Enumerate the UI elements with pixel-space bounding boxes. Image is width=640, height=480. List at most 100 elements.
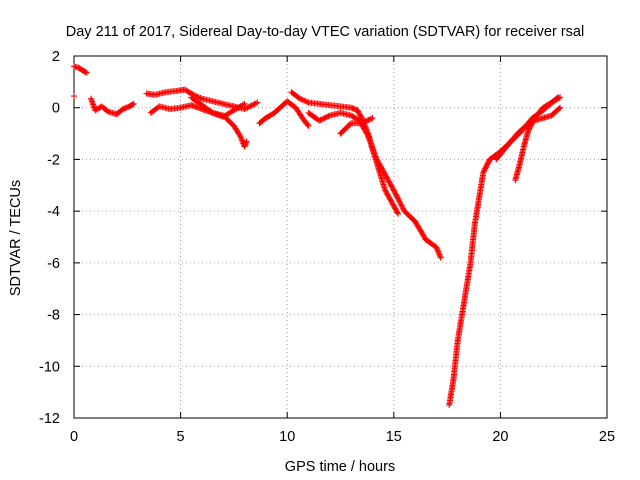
data-point <box>379 166 386 173</box>
data-point <box>384 191 391 198</box>
data-point <box>356 111 363 118</box>
data-point <box>392 206 399 213</box>
data-point <box>386 179 393 186</box>
y-tick-label: -2 <box>47 152 60 168</box>
data-point <box>527 124 534 131</box>
data-point <box>382 188 389 195</box>
data-point <box>129 101 136 108</box>
data-point <box>389 184 396 191</box>
data-point <box>390 201 397 208</box>
data-point <box>375 159 382 166</box>
y-tick-label: -6 <box>47 256 60 272</box>
data-point <box>378 165 385 172</box>
data-point <box>360 119 367 126</box>
data-point <box>391 188 398 195</box>
data-point <box>298 96 305 103</box>
data-point <box>384 175 391 182</box>
data-point <box>240 101 247 108</box>
y-tick-label: -10 <box>39 359 60 375</box>
data-point <box>480 168 487 175</box>
x-axis-label: GPS time / hours <box>285 459 395 475</box>
data-point <box>383 174 390 181</box>
data-point <box>387 196 394 203</box>
data-point <box>390 186 397 193</box>
data-point <box>363 130 370 137</box>
data-point <box>381 170 388 177</box>
data-point <box>390 202 397 209</box>
data-point <box>385 192 392 199</box>
data-point <box>366 116 373 123</box>
data-point <box>362 127 369 134</box>
data-point <box>485 159 492 166</box>
data-point <box>83 69 90 76</box>
data-point <box>482 164 489 171</box>
data-point <box>347 121 354 128</box>
data-point <box>324 113 331 120</box>
data-point <box>530 117 537 124</box>
data-point <box>364 117 371 124</box>
data-point <box>383 190 390 197</box>
data-point <box>250 101 257 108</box>
data-point <box>480 169 487 176</box>
data-point <box>400 205 407 212</box>
data-point <box>484 161 491 168</box>
data-point <box>302 98 309 105</box>
data-point <box>437 254 444 261</box>
data-point <box>385 178 392 185</box>
x-tick-label: 0 <box>70 429 78 445</box>
data-point <box>241 100 248 107</box>
y-axis-label: SDTVAR / TECUs <box>8 180 24 296</box>
data-point <box>197 95 204 102</box>
data-point <box>241 106 248 113</box>
x-tick-label: 5 <box>177 429 185 445</box>
y-tick-label: -12 <box>39 411 60 427</box>
data-point <box>305 122 312 129</box>
data-point <box>395 197 402 204</box>
data-point <box>396 198 403 205</box>
data-point <box>399 204 406 211</box>
data-point <box>247 103 254 110</box>
data-point <box>385 177 392 184</box>
data-point <box>389 200 396 207</box>
data-point <box>382 171 389 178</box>
data-point <box>317 116 324 123</box>
data-point <box>387 197 394 204</box>
data-point <box>375 160 382 167</box>
data-point <box>363 129 370 136</box>
y-tick-label: 2 <box>52 49 60 65</box>
data-point <box>322 114 329 121</box>
data-point <box>525 127 532 134</box>
data-point <box>360 125 367 132</box>
data-point <box>529 118 536 125</box>
data-point <box>386 195 393 202</box>
data-point <box>525 126 532 133</box>
axis-ticks <box>73 55 608 419</box>
data-point <box>243 138 250 145</box>
data-point <box>355 109 362 116</box>
data-point <box>392 205 399 212</box>
data-point <box>196 94 203 101</box>
data-point <box>248 102 255 109</box>
data-point <box>376 161 383 168</box>
data-point <box>320 115 327 122</box>
data-point <box>318 116 325 123</box>
data-point <box>483 162 490 169</box>
data-point <box>251 100 258 107</box>
data-point <box>354 107 361 114</box>
data-point <box>392 191 399 198</box>
data-point <box>395 195 402 202</box>
data-point <box>252 100 259 107</box>
data-point <box>395 210 402 217</box>
data-point <box>368 115 375 122</box>
data-point <box>397 201 404 208</box>
data-point <box>387 180 394 187</box>
data-point <box>484 160 491 167</box>
data-point <box>393 208 400 215</box>
data-point <box>394 209 401 216</box>
grid-lines <box>74 56 607 418</box>
data-point <box>394 194 401 201</box>
data-point <box>364 131 371 138</box>
data-point <box>236 131 243 138</box>
data-point <box>382 187 389 194</box>
